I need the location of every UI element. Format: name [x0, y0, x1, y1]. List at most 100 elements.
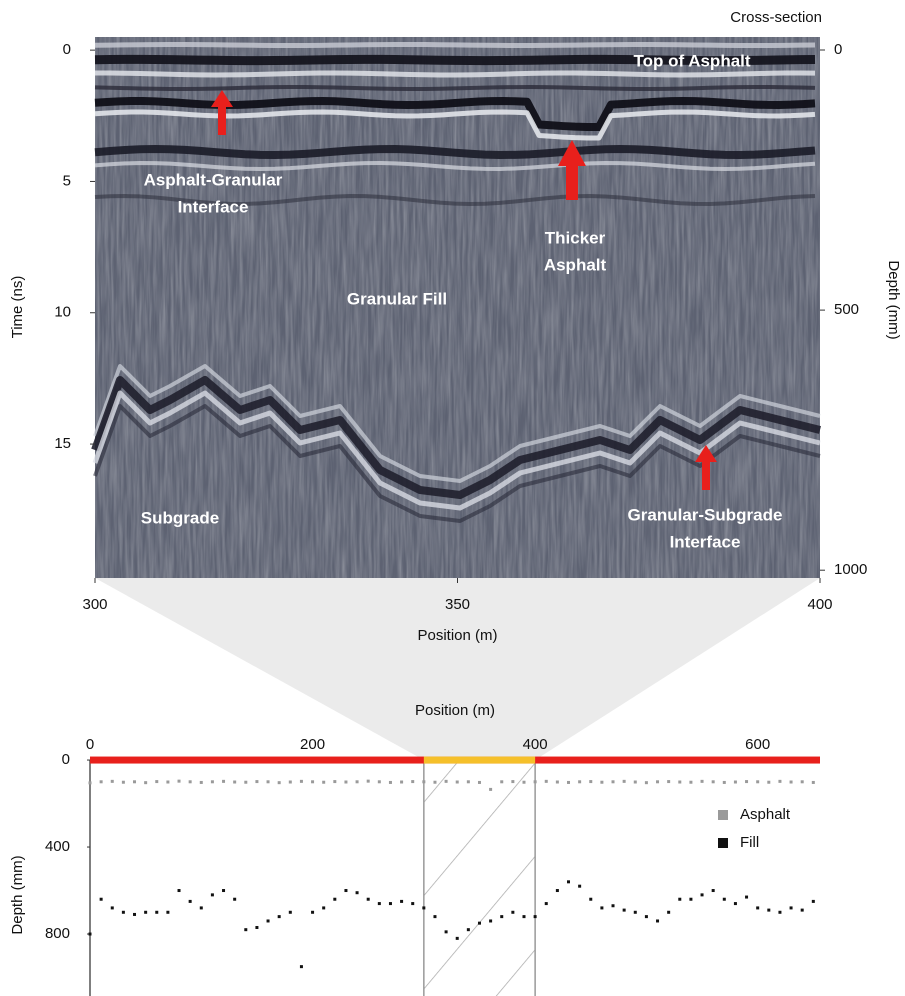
- data-point: [444, 930, 448, 934]
- data-point: [344, 780, 348, 784]
- data-point: [600, 780, 604, 784]
- data-point: [789, 780, 793, 784]
- data-point: [99, 780, 103, 784]
- data-point: [244, 928, 248, 932]
- data-point: [400, 899, 404, 903]
- data-point: [366, 779, 370, 783]
- reflector: [94, 85, 816, 91]
- data-point: [288, 910, 292, 914]
- data-point: [177, 779, 181, 783]
- reflector: [93, 364, 821, 483]
- data-point: [277, 781, 281, 785]
- data-point: [567, 780, 571, 784]
- highlight-region: [423, 760, 536, 996]
- data-point: [121, 780, 125, 784]
- data-point: [578, 780, 582, 784]
- data-point: [578, 884, 582, 888]
- data-point: [266, 919, 270, 923]
- data-point: [299, 965, 303, 969]
- data-point: [244, 780, 248, 784]
- y2-axis-label: Depth (mm): [885, 260, 902, 339]
- annotation: Thicker: [545, 228, 606, 247]
- data-point: [366, 897, 370, 901]
- data-point: [767, 908, 771, 912]
- data-point: [722, 897, 726, 901]
- data-point: [633, 780, 637, 784]
- data-point: [277, 915, 281, 919]
- data-point: [511, 910, 515, 914]
- radargram-texture: [95, 37, 820, 578]
- data-point: [789, 906, 793, 910]
- annotation: Interface: [670, 532, 741, 551]
- annotation: Interface: [178, 197, 249, 216]
- reflector: [93, 404, 821, 523]
- data-point: [333, 897, 337, 901]
- data-point: [133, 912, 137, 916]
- data-point: [477, 921, 481, 925]
- zoom-wedge: [95, 578, 820, 761]
- data-point: [722, 780, 726, 784]
- data-point: [400, 780, 404, 784]
- data-point: [166, 780, 170, 784]
- data-point: [611, 780, 615, 784]
- data-point: [466, 928, 470, 932]
- reflector: [94, 42, 816, 48]
- data-point: [288, 780, 292, 784]
- data-point: [233, 780, 237, 784]
- data-point: [489, 919, 493, 923]
- data-point: [155, 910, 159, 914]
- data-point: [355, 780, 359, 784]
- data-point: [133, 780, 137, 784]
- data-point: [455, 936, 459, 940]
- data-point: [433, 915, 437, 919]
- data-point: [667, 910, 671, 914]
- data-point: [622, 779, 626, 783]
- data-point: [589, 897, 593, 901]
- data-point: [88, 781, 92, 785]
- y-tick-label: 0: [63, 41, 71, 58]
- data-point: [411, 780, 415, 784]
- annotation: Asphalt-Granular: [144, 170, 283, 189]
- data-point: [644, 781, 648, 785]
- reflector: [94, 194, 816, 206]
- legend-label: Fill: [740, 834, 759, 851]
- y-tick-label: 800: [45, 925, 70, 942]
- data-point: [622, 908, 626, 912]
- data-point: [188, 780, 192, 784]
- arrow: [558, 140, 586, 200]
- data-point: [177, 889, 181, 893]
- data-point: [322, 906, 326, 910]
- data-point: [110, 779, 114, 783]
- data-point: [233, 897, 237, 901]
- reflector: [94, 109, 816, 141]
- annotation: Top of Asphalt: [633, 51, 750, 70]
- reflector: [94, 145, 816, 159]
- data-point: [522, 780, 526, 784]
- x-tick-label: 0: [86, 736, 94, 753]
- data-point: [689, 780, 693, 784]
- data-point: [199, 780, 203, 784]
- data-point: [422, 780, 426, 784]
- x-tick-label: 600: [745, 736, 770, 753]
- data-point: [533, 915, 537, 919]
- data-point: [222, 889, 226, 893]
- x-tick-label: 400: [807, 596, 832, 613]
- data-point: [800, 908, 804, 912]
- data-point: [377, 780, 381, 784]
- data-point: [210, 780, 214, 784]
- data-point: [733, 780, 737, 784]
- legend-swatch: [718, 838, 728, 848]
- reflector: [94, 161, 816, 171]
- data-point: [444, 779, 448, 783]
- legend-swatch: [718, 810, 728, 820]
- arrow: [211, 90, 233, 135]
- data-point: [778, 910, 782, 914]
- data-point: [477, 780, 481, 784]
- data-point: [466, 780, 470, 784]
- data-point: [733, 902, 737, 906]
- y-tick-label: 15: [54, 435, 71, 452]
- reflector: [91, 376, 821, 499]
- data-point: [155, 780, 159, 784]
- data-point: [555, 780, 559, 784]
